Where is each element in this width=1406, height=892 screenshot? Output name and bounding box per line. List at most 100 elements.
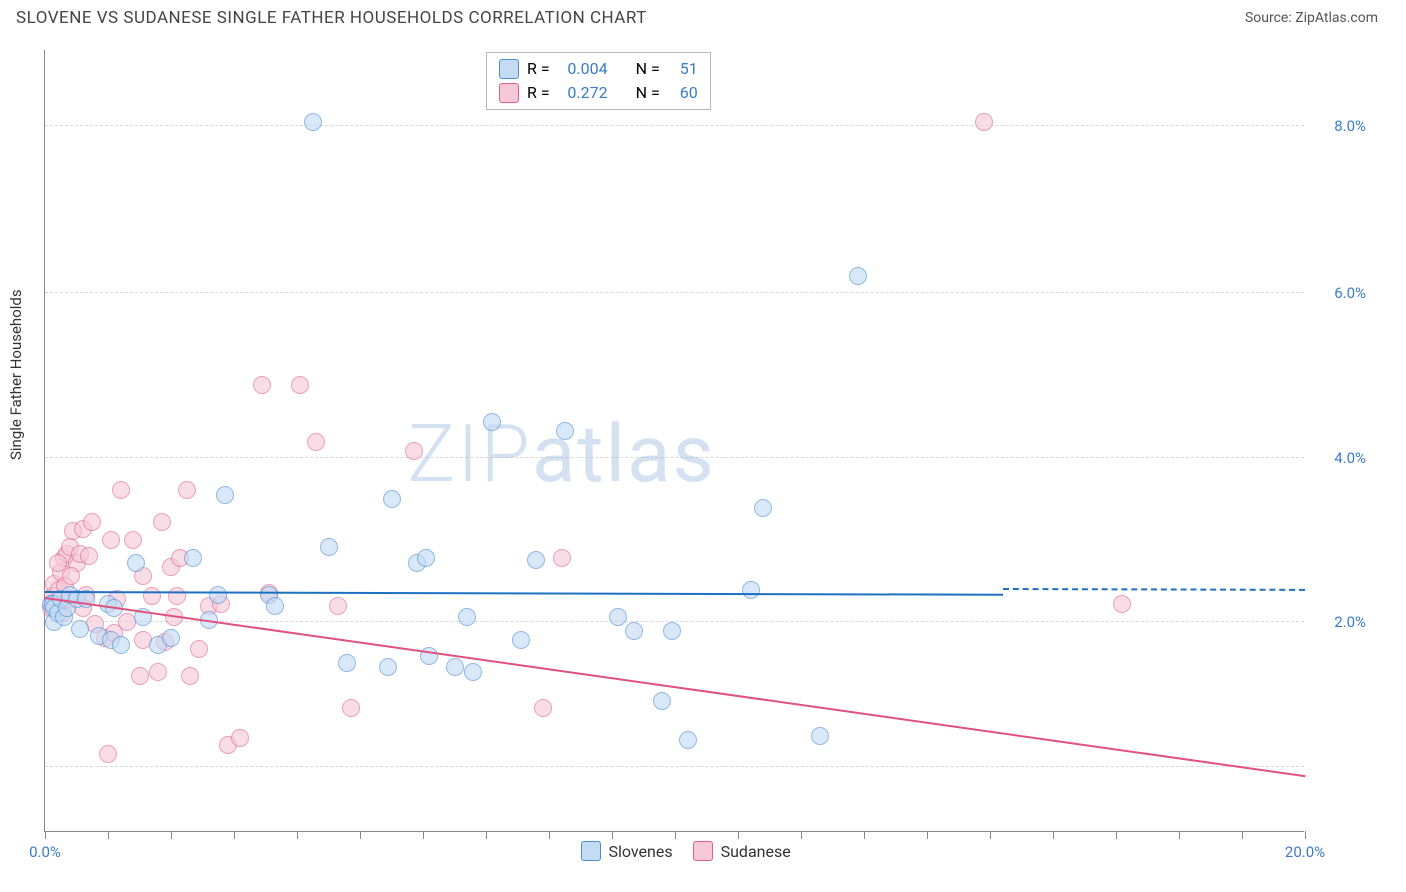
x-tick: [1179, 831, 1180, 839]
x-tick: [1305, 831, 1306, 839]
slovenes-marker: [625, 622, 643, 640]
sudanese-marker: [307, 433, 325, 451]
r-label: R =: [527, 57, 550, 81]
r-value: 0.272: [558, 81, 608, 105]
slovenes-marker: [417, 549, 435, 567]
legend-label: Sudanese: [721, 842, 791, 861]
r-label: R =: [527, 81, 550, 105]
sudanese-marker: [231, 729, 249, 747]
sudanese-marker: [181, 667, 199, 685]
sudanese-marker: [149, 663, 167, 681]
n-value: 51: [668, 57, 698, 81]
y-axis-title: Single Father Households: [7, 289, 25, 460]
slovenes-trendline: [45, 591, 1003, 596]
slovenes-marker: [742, 581, 760, 599]
gridline-h: [45, 125, 1304, 126]
series-legend: Slovenes Sudanese: [581, 841, 791, 861]
slovenes-marker: [663, 622, 681, 640]
x-tick: [423, 831, 424, 839]
slovenes-marker: [556, 422, 574, 440]
n-value: 60: [668, 81, 698, 105]
sudanese-marker: [102, 531, 120, 549]
slovenes-marker: [379, 658, 397, 676]
sudanese-marker: [153, 513, 171, 531]
slovenes-marker: [266, 597, 284, 615]
slovenes-marker: [609, 608, 627, 626]
chart-container: Single Father Households 2.0%4.0%6.0%8.0…: [44, 50, 1374, 870]
x-tick: [675, 831, 676, 839]
sudanese-marker: [178, 481, 196, 499]
sudanese-marker: [131, 667, 149, 685]
slovenes-marker: [383, 490, 401, 508]
x-tick-label: 0.0%: [29, 843, 61, 861]
stats-legend: R = 0.004 N = 51 R = 0.272 N = 60: [486, 52, 711, 110]
slovenes-marker: [112, 636, 130, 654]
watermark: ZIPatlas: [407, 407, 715, 501]
sudanese-marker: [329, 597, 347, 615]
sudanese-marker: [62, 567, 80, 585]
plot-area: 2.0%4.0%6.0%8.0%0.0%20.0%ZIPatlasR =0.00…: [44, 50, 1304, 832]
stats-legend-row: R = 0.004 N = 51: [499, 57, 698, 81]
sudanese-marker: [553, 549, 571, 567]
x-tick: [1242, 831, 1243, 839]
slovenes-marker: [754, 499, 772, 517]
slovenes-trendline-dashed: [1003, 588, 1305, 591]
gridline-h: [45, 292, 1304, 293]
legend-swatch: [499, 59, 519, 79]
slovenes-marker: [216, 486, 234, 504]
x-tick: [108, 831, 109, 839]
slovenes-marker: [527, 551, 545, 569]
n-label: N =: [636, 57, 660, 81]
x-tick: [927, 831, 928, 839]
x-tick: [1053, 831, 1054, 839]
r-value: 0.004: [558, 57, 608, 81]
slovenes-marker: [184, 549, 202, 567]
slovenes-marker: [512, 631, 530, 649]
slovenes-marker: [162, 629, 180, 647]
x-tick: [486, 831, 487, 839]
sudanese-marker: [405, 442, 423, 460]
sudanese-marker: [143, 587, 161, 605]
x-tick: [234, 831, 235, 839]
legend-label: Slovenes: [609, 842, 673, 861]
slovenes-marker: [679, 731, 697, 749]
legend-swatch: [693, 841, 713, 861]
gridline-h: [45, 457, 1304, 458]
slovenes-marker: [338, 654, 356, 672]
x-tick: [549, 831, 550, 839]
slovenes-marker: [811, 727, 829, 745]
x-tick: [990, 831, 991, 839]
x-tick: [360, 831, 361, 839]
x-tick: [297, 831, 298, 839]
x-tick: [738, 831, 739, 839]
stats-legend-row: R = 0.272 N = 60: [499, 81, 698, 105]
slovenes-marker: [320, 538, 338, 556]
sudanese-marker: [112, 481, 130, 499]
legend-swatch: [499, 83, 519, 103]
sudanese-marker: [342, 699, 360, 717]
sudanese-marker: [975, 113, 993, 131]
slovenes-marker: [127, 554, 145, 572]
sudanese-marker: [80, 547, 98, 565]
y-tick-label: 4.0%: [1334, 449, 1366, 467]
legend-item: Sudanese: [693, 841, 791, 861]
x-tick: [1116, 831, 1117, 839]
x-tick: [171, 831, 172, 839]
sudanese-marker: [168, 587, 186, 605]
slovenes-marker: [209, 586, 227, 604]
slovenes-marker: [420, 647, 438, 665]
sudanese-marker: [1113, 595, 1131, 613]
slovenes-marker: [458, 608, 476, 626]
sudanese-marker: [99, 745, 117, 763]
legend-swatch: [581, 841, 601, 861]
x-tick: [45, 831, 46, 839]
x-tick-label: 20.0%: [1285, 843, 1325, 861]
y-tick-label: 8.0%: [1334, 117, 1366, 135]
sudanese-marker: [49, 554, 67, 572]
chart-title: SLOVENE VS SUDANESE SINGLE FATHER HOUSEH…: [16, 8, 647, 28]
sudanese-marker: [534, 699, 552, 717]
sudanese-marker: [190, 640, 208, 658]
slovenes-marker: [653, 692, 671, 710]
slovenes-marker: [71, 620, 89, 638]
n-label: N =: [636, 81, 660, 105]
